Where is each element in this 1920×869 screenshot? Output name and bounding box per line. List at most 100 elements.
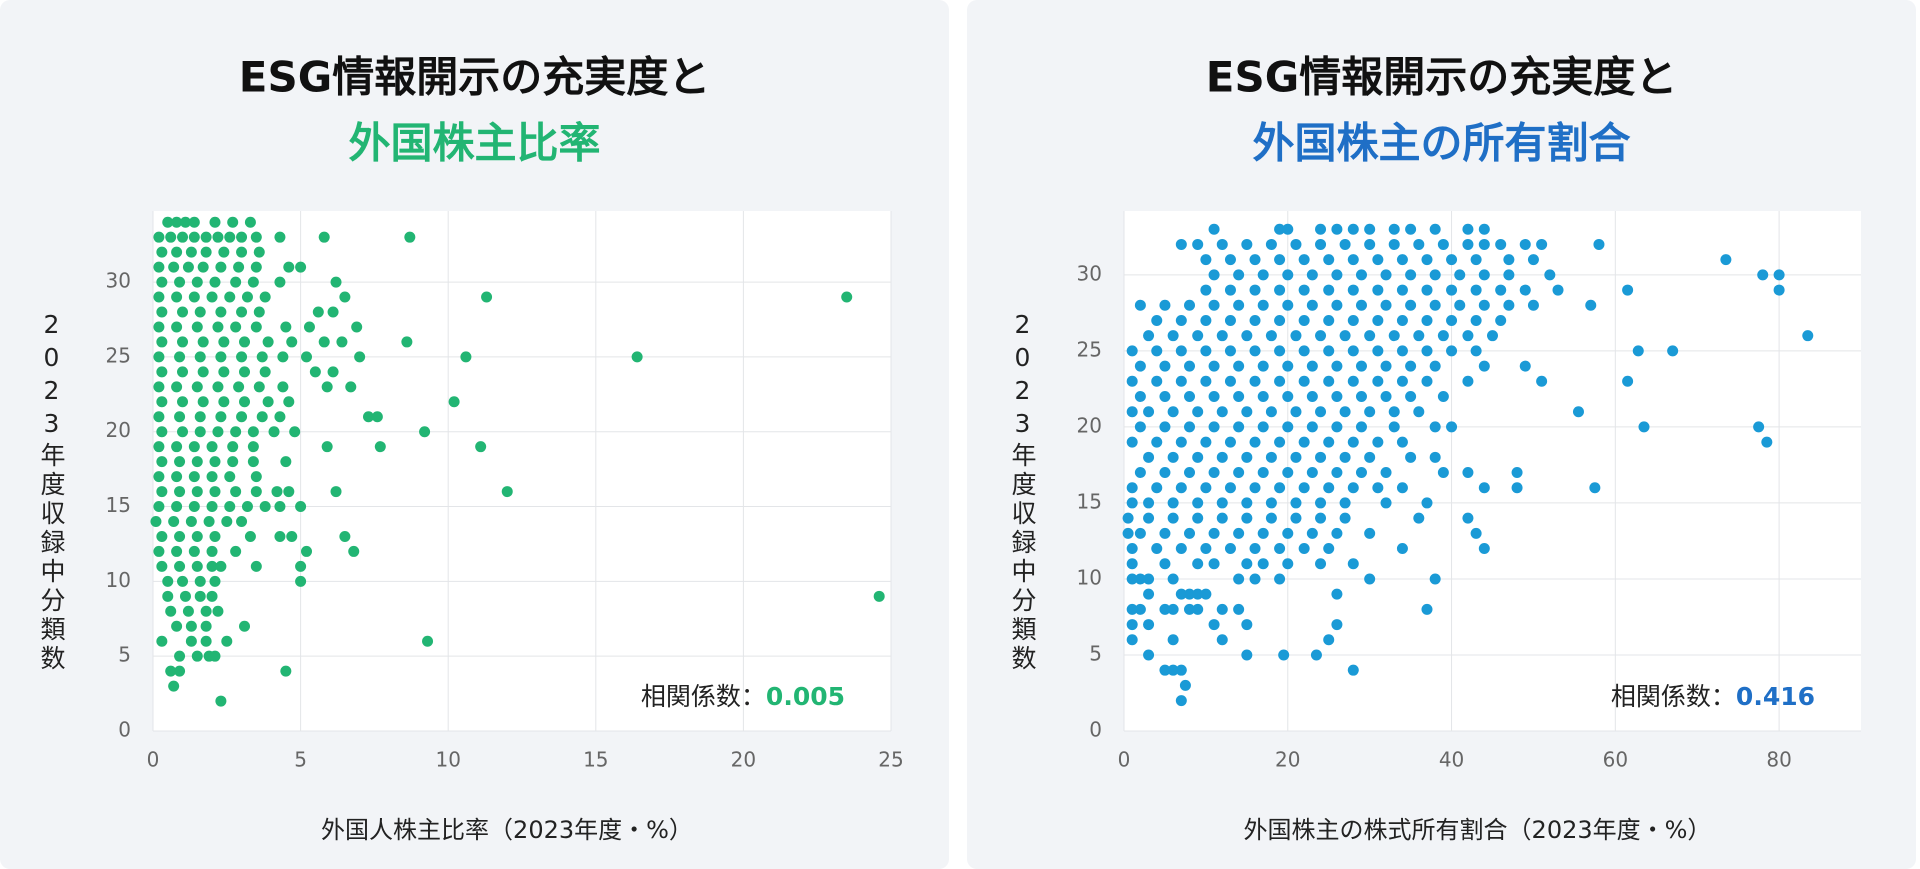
scatter-point xyxy=(1761,436,1773,448)
scatter-point xyxy=(1282,269,1294,281)
scatter-point xyxy=(1249,573,1261,585)
scatter-point xyxy=(206,471,218,483)
scatter-point xyxy=(1200,375,1212,387)
scatter-point xyxy=(1429,299,1441,311)
scatter-point xyxy=(256,351,268,363)
scatter-point xyxy=(1274,284,1286,296)
scatter-point xyxy=(162,575,174,587)
scatter-point xyxy=(250,231,262,243)
scatter-point xyxy=(239,366,251,378)
scatter-point xyxy=(197,261,209,273)
scatter-point xyxy=(1126,436,1138,448)
scatter-point xyxy=(1478,269,1490,281)
y-tick-label: 10 xyxy=(106,568,131,592)
correlation-label: 相関係数： xyxy=(641,682,766,711)
scatter-point xyxy=(330,276,342,288)
scatter-point xyxy=(277,381,289,393)
scatter-point xyxy=(321,381,333,393)
scatter-point xyxy=(179,216,191,228)
scatter-point xyxy=(1388,238,1400,250)
scatter-point xyxy=(156,276,168,288)
scatter-point xyxy=(631,351,643,363)
scatter-point xyxy=(174,486,186,498)
scatter-point xyxy=(153,471,165,483)
scatter-point xyxy=(209,456,221,468)
scatter-point xyxy=(1179,679,1191,691)
scatter-point xyxy=(215,560,227,572)
scatter-point xyxy=(236,231,248,243)
scatter-point xyxy=(203,516,215,528)
scatter-point xyxy=(153,501,165,513)
scatter-point xyxy=(1306,299,1318,311)
scatter-point xyxy=(274,411,286,423)
scatter-point xyxy=(274,276,286,288)
scatter-point xyxy=(1437,330,1449,342)
scatter-point xyxy=(1200,284,1212,296)
scatter-point xyxy=(1290,406,1302,418)
scatter-point xyxy=(171,441,183,453)
scatter-point xyxy=(277,351,289,363)
scatter-point xyxy=(153,261,165,273)
scatter-point xyxy=(1290,330,1302,342)
scatter-point xyxy=(1315,330,1327,342)
scatter-point xyxy=(1298,482,1310,494)
scatter-point xyxy=(1355,467,1367,479)
scatter-point xyxy=(206,441,218,453)
scatter-point xyxy=(1257,360,1269,372)
scatter-point xyxy=(301,351,313,363)
scatter-point xyxy=(1364,573,1376,585)
x-tick-label: 20 xyxy=(731,748,756,772)
scatter-point xyxy=(1184,421,1196,433)
scatter-point xyxy=(1421,314,1433,326)
scatter-point xyxy=(1126,482,1138,494)
scatter-point xyxy=(174,560,186,572)
scatter-point xyxy=(295,560,307,572)
scatter-point xyxy=(1757,269,1769,281)
scatter-point xyxy=(1495,238,1507,250)
scatter-point xyxy=(1126,558,1138,570)
scatter-point xyxy=(156,336,168,348)
scatter-point xyxy=(1192,406,1204,418)
scatter-point xyxy=(197,336,209,348)
scatter-point xyxy=(1184,527,1196,539)
scatter-point xyxy=(1372,482,1384,494)
scatter-point xyxy=(259,501,271,513)
scatter-point xyxy=(419,426,431,438)
scatter-point xyxy=(1167,634,1179,646)
scatter-point xyxy=(1184,360,1196,372)
scatter-point xyxy=(1126,573,1138,585)
x-tick-label: 0 xyxy=(1118,748,1131,772)
scatter-point xyxy=(1159,467,1171,479)
scatter-point xyxy=(212,231,224,243)
scatter-point xyxy=(1298,284,1310,296)
scatter-point xyxy=(174,530,186,542)
scatter-point xyxy=(1134,467,1146,479)
scatter-point xyxy=(171,216,183,228)
scatter-point xyxy=(1388,223,1400,235)
scatter-point xyxy=(1126,497,1138,509)
scatter-point xyxy=(191,560,203,572)
scatter-point xyxy=(1151,436,1163,448)
scatter-point xyxy=(1339,238,1351,250)
scatter-point xyxy=(174,665,186,677)
scatter-point xyxy=(1208,269,1220,281)
scatter-point xyxy=(1478,360,1490,372)
scatter-point xyxy=(230,545,242,557)
scatter-point xyxy=(250,321,262,333)
scatter-point xyxy=(1134,573,1146,585)
scatter-point xyxy=(1233,299,1245,311)
scatter-point xyxy=(1167,664,1179,676)
scatter-point xyxy=(230,426,242,438)
scatter-point xyxy=(224,471,236,483)
scatter-point xyxy=(1241,451,1253,463)
correlation-label: 相関係数： xyxy=(1611,682,1736,711)
scatter-point xyxy=(156,396,168,408)
scatter-point xyxy=(1200,345,1212,357)
scatter-point xyxy=(1310,649,1322,661)
x-tick-label: 10 xyxy=(435,748,460,772)
scatter-point xyxy=(286,336,298,348)
scatter-point xyxy=(200,635,212,647)
scatter-point xyxy=(1224,284,1236,296)
scatter-point xyxy=(1323,284,1335,296)
